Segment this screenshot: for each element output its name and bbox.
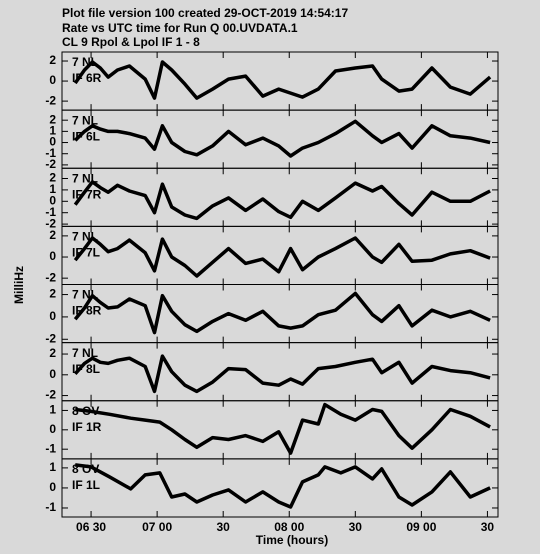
y-tick-label: 0 <box>49 73 56 87</box>
y-tick-label: -1 <box>45 146 56 160</box>
x-tick-label: 08 00 <box>274 520 304 534</box>
x-axis-label: Time (hours) <box>256 533 328 547</box>
panel-frame <box>61 284 499 344</box>
panel-label: IF 1L <box>72 478 100 492</box>
y-tick-label: -2 <box>45 388 56 402</box>
x-tick-label: 09 00 <box>406 520 436 534</box>
title-line: Rate vs UTC time for Run Q 00.UVDATA.1 <box>62 21 298 35</box>
y-tick-label: 0 <box>49 422 56 436</box>
panel-frame <box>61 51 499 111</box>
x-tick-label: 30 <box>217 520 231 534</box>
data-line <box>73 236 491 278</box>
y-tick-label: 0 <box>49 135 56 149</box>
y-tick-label: -1 <box>45 441 56 455</box>
y-tick-label: 0 <box>49 309 56 323</box>
title-line: CL 9 Rpol & Lpol IF 1 - 8 <box>62 35 200 49</box>
y-tick-label: -1 <box>45 205 56 219</box>
data-line <box>73 180 491 221</box>
x-tick-label: 30 <box>481 520 495 534</box>
data-line <box>73 291 491 335</box>
x-tick-label: 30 <box>349 520 363 534</box>
panel-label: 7 NL <box>72 288 98 302</box>
y-tick-label: 2 <box>49 287 56 301</box>
y-tick-label: 1 <box>49 403 56 417</box>
x-tick-label: 06 30 <box>76 520 106 534</box>
y-tick-label: 2 <box>49 53 56 67</box>
y-tick-label: -2 <box>45 93 56 107</box>
panel-label: IF 8L <box>72 362 100 376</box>
y-tick-label: -2 <box>45 157 56 171</box>
y-tick-label: -2 <box>45 270 56 284</box>
data-line <box>74 463 491 509</box>
panel-label: 7 NL <box>72 55 98 69</box>
panel-label: IF 6L <box>72 129 100 143</box>
y-tick-label: 1 <box>49 124 56 138</box>
data-line <box>73 119 491 158</box>
panel-label: 7 NL <box>72 346 98 360</box>
y-tick-label: 2 <box>49 112 56 126</box>
panel-frame <box>61 109 499 169</box>
y-tick-label: -2 <box>45 331 56 345</box>
y-tick-label: 0 <box>49 367 56 381</box>
y-tick-label: 0 <box>49 480 56 494</box>
y-tick-label: 1 <box>49 182 56 196</box>
y-tick-label: 0 <box>49 249 56 263</box>
panel-frame <box>61 225 499 285</box>
x-tick-label: 07 00 <box>142 520 172 534</box>
panel-label: IF 1R <box>72 420 102 434</box>
y-tick-label: 0 <box>49 193 56 207</box>
y-tick-label: 2 <box>49 171 56 185</box>
y-tick-label: 1 <box>49 460 56 474</box>
panel-label: 7 NL <box>72 113 98 127</box>
panel-frame <box>61 167 499 227</box>
y-tick-label: -1 <box>45 500 56 514</box>
y-tick-label: 2 <box>49 228 56 242</box>
y-tick-label: 2 <box>49 346 56 360</box>
y-axis-label: MilliHz <box>12 266 26 304</box>
panel-frame <box>61 342 499 402</box>
data-line <box>74 402 491 455</box>
data-line <box>73 354 491 394</box>
title-line: Plot file version 100 created 29-OCT-201… <box>62 6 348 20</box>
data-line <box>73 60 492 100</box>
y-tick-label: -2 <box>45 216 56 230</box>
